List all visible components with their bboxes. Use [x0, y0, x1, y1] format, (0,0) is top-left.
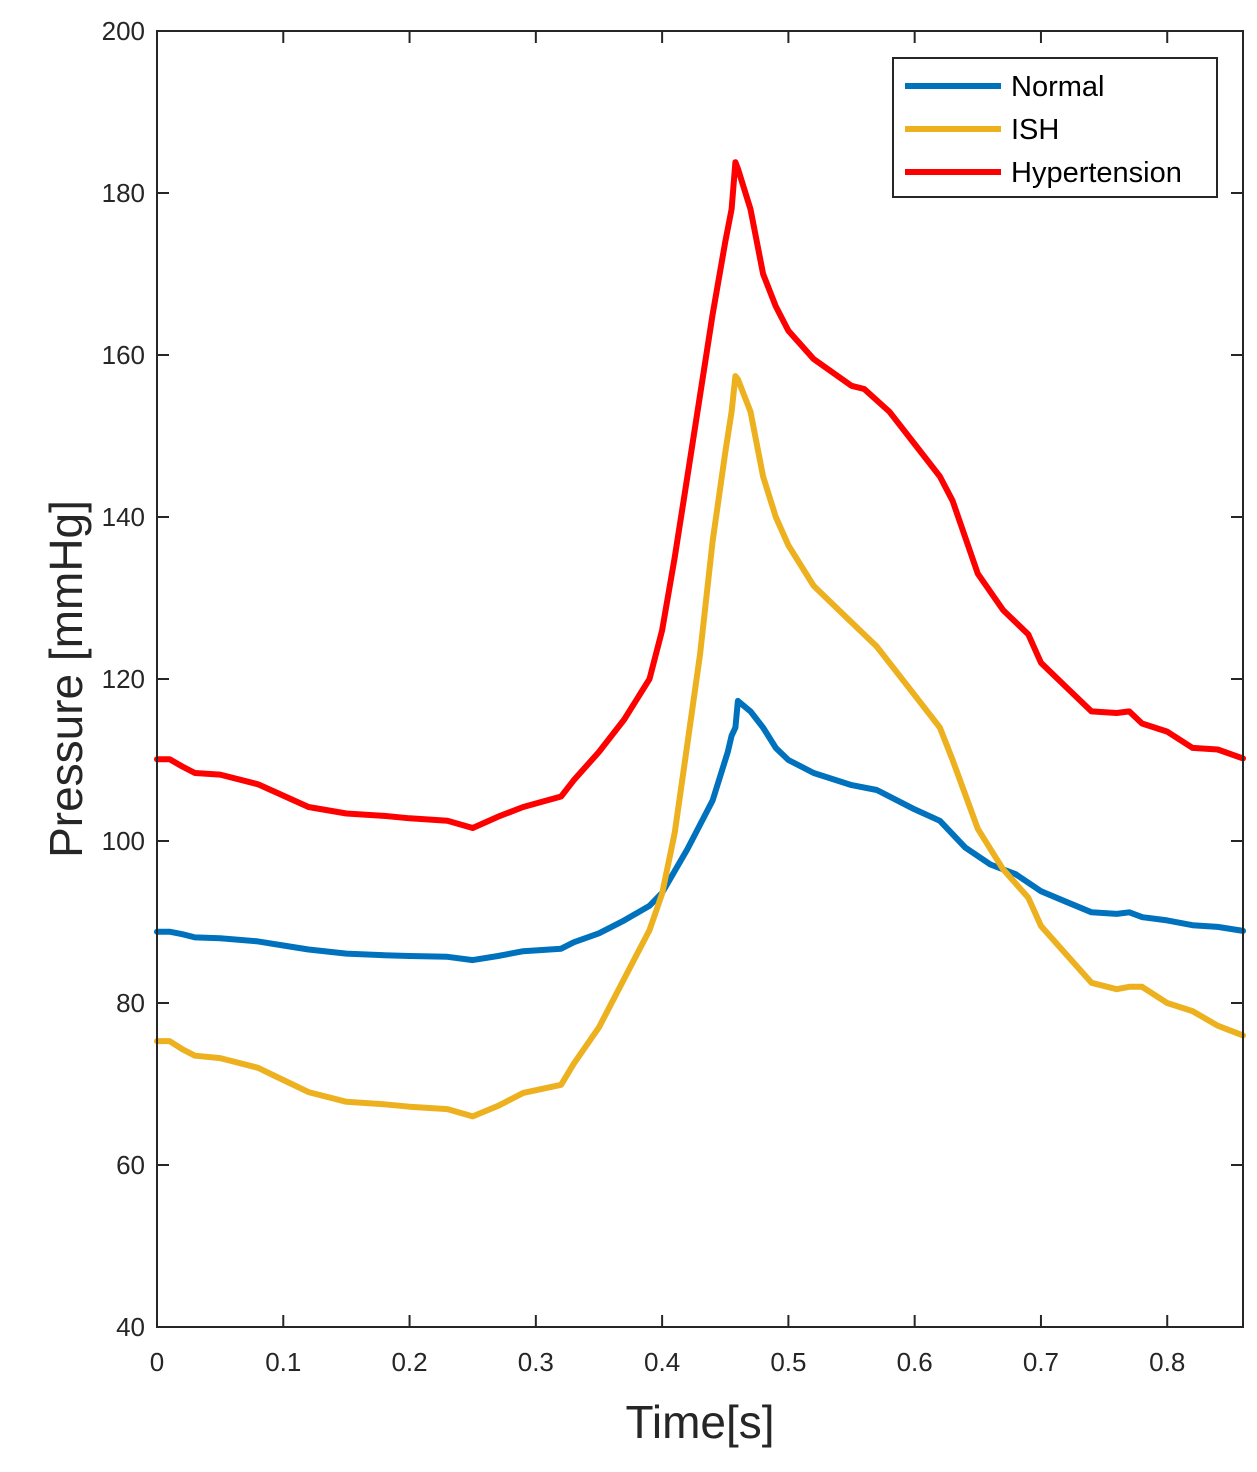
y-axis-ticks: 40 60 80 100 120 140 160 180 200	[102, 16, 1243, 1342]
x-tick-label: 0.1	[265, 1347, 301, 1377]
y-tick-label: 120	[102, 664, 145, 694]
x-tick-label: 0.4	[644, 1347, 680, 1377]
x-tick-label: 0.5	[770, 1347, 806, 1377]
series-lines	[154, 159, 1246, 1120]
legend-label-hypertension: Hypertension	[1011, 157, 1182, 189]
y-tick-label: 160	[102, 340, 145, 370]
legend: Normal ISH Hypertension	[892, 57, 1218, 198]
y-tick-label: 80	[116, 988, 145, 1018]
legend-label-normal: Normal	[1011, 71, 1104, 103]
series-line-ish	[154, 373, 1246, 1120]
x-axis-ticks: 0 0.1 0.2 0.3 0.4 0.5 0.6 0.7 0.8	[150, 31, 1185, 1377]
series-line-hypertension	[154, 159, 1246, 831]
x-tick-label: 0.2	[391, 1347, 427, 1377]
series-line-normal	[154, 697, 1246, 964]
y-tick-label: 180	[102, 178, 145, 208]
legend-label-ish: ISH	[1011, 114, 1059, 146]
y-tick-label: 140	[102, 502, 145, 532]
x-axis-title: Time[s]	[625, 1396, 774, 1448]
y-tick-label: 60	[116, 1150, 145, 1180]
y-tick-label: 100	[102, 826, 145, 856]
plot-area-border	[156, 30, 1244, 1328]
y-axis-title: Pressure [mmHg]	[40, 500, 92, 858]
x-tick-label: 0.6	[897, 1347, 933, 1377]
x-tick-label: 0.3	[518, 1347, 554, 1377]
y-tick-label: 200	[102, 16, 145, 46]
x-tick-label: 0	[150, 1347, 164, 1377]
x-tick-label: 0.7	[1023, 1347, 1059, 1377]
x-tick-label: 0.8	[1149, 1347, 1185, 1377]
y-tick-label: 40	[116, 1312, 145, 1342]
